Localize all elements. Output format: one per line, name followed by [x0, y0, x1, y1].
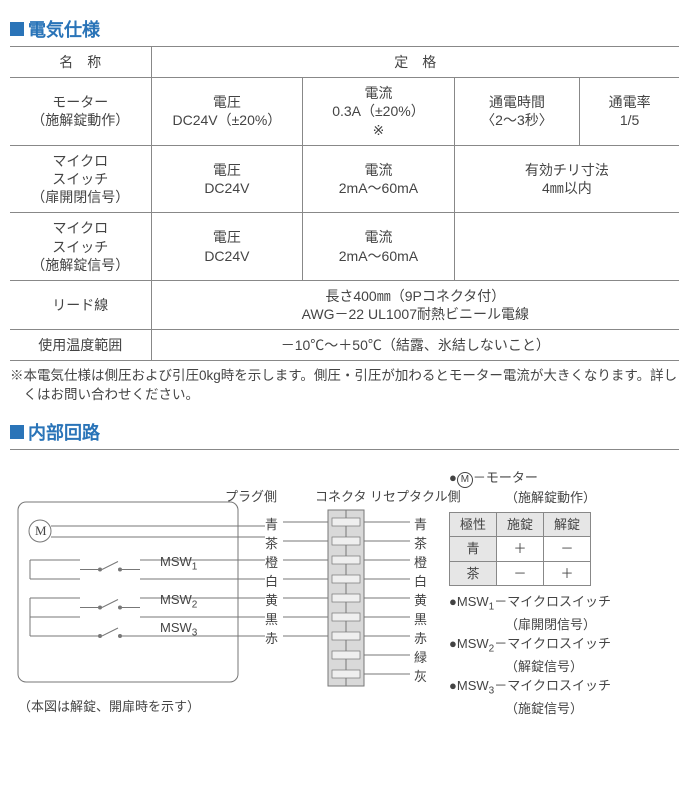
diagram-label: コネクタ — [315, 486, 366, 505]
footnote: ※本電気仕様は側圧および引圧0kg時を示します。側圧・引圧が加わるとモーター電流… — [10, 367, 679, 405]
circuit-diagram: プラグ側コネクタリセプタクル側M青茶橙白黄黒赤青茶橙白黄黒赤緑灰MSW1MSW2… — [10, 468, 435, 728]
diagram-label: 白 — [265, 571, 278, 590]
table-row: モーター（施解錠動作） 電圧DC24V（±20%） 電流0.3A（±20%）※ … — [10, 78, 679, 146]
table-row: マイクロスイッチ（扉開閉信号） 電圧DC24V 電流2mA～60mA 有効チリ寸… — [10, 145, 679, 213]
section-title: 電気仕様 — [28, 16, 100, 42]
section-title: 内部回路 — [28, 419, 100, 445]
th-name: 名 称 — [10, 47, 151, 78]
diagram-label: 灰 — [414, 666, 427, 685]
diagram-label: M — [35, 523, 47, 539]
diagram-label: （本図は解錠、開扉時を示す） — [18, 696, 200, 715]
diagram-label: 赤 — [265, 628, 278, 647]
diagram-label: リセプタクル側 — [370, 486, 461, 505]
diagram-label: 橙 — [414, 552, 427, 571]
diagram-label: 緑 — [414, 647, 427, 666]
table-row: リード線 長さ400㎜（9Pコネクタ付）AWG－22 UL1007耐熱ビニール電… — [10, 280, 679, 329]
legend-item: ●MSW2－マイクロスイッチ（解錠信号） — [449, 634, 674, 676]
diagram-label: 黒 — [265, 609, 278, 628]
square-bullet — [10, 22, 24, 36]
section-header-spec: 電気仕様 — [10, 16, 679, 42]
diagram-label: 赤 — [414, 628, 427, 647]
legend-item: ●MSW1－マイクロスイッチ（扉開閉信号） — [449, 592, 674, 634]
diagram-label: プラグ側 — [225, 486, 277, 505]
diagram-label: 橙 — [265, 552, 278, 571]
table-row: マイクロスイッチ（施解錠信号） 電圧DC24V 電流2mA～60mA — [10, 213, 679, 281]
table-row: 使用温度範囲 －10℃～＋50℃（結露、氷結しないこと） — [10, 330, 679, 361]
diagram-label: 黒 — [414, 609, 427, 628]
spec-table: 名 称 定 格 モーター（施解錠動作） 電圧DC24V（±20%） 電流0.3A… — [10, 46, 679, 361]
legend: ●M－モーター （施解錠動作） 極性 施錠 解錠 青 ＋ － 茶 － ＋ ●MS… — [449, 468, 674, 718]
diagram-label: MSW1 — [160, 554, 197, 573]
legend-item: ●MSW3－マイクロスイッチ（施錠信号） — [449, 676, 674, 718]
diagram-label: 茶 — [265, 533, 278, 552]
diagram-label: 黄 — [265, 590, 278, 609]
diagram-label: MSW2 — [160, 592, 197, 611]
polarity-table: 極性 施錠 解錠 青 ＋ － 茶 － ＋ — [449, 512, 591, 587]
square-bullet — [10, 425, 24, 439]
section-header-circuit: 内部回路 — [10, 419, 679, 445]
diagram-label: 青 — [414, 514, 427, 533]
diagram-label: 白 — [414, 571, 427, 590]
th-rating: 定 格 — [151, 47, 679, 78]
diagram-label: 茶 — [414, 533, 427, 552]
diagram-label: 青 — [265, 514, 278, 533]
legend-motor: ●M－モーター （施解錠動作） — [449, 468, 674, 508]
diagram-label: 黄 — [414, 590, 427, 609]
diagram-label: MSW3 — [160, 620, 197, 639]
